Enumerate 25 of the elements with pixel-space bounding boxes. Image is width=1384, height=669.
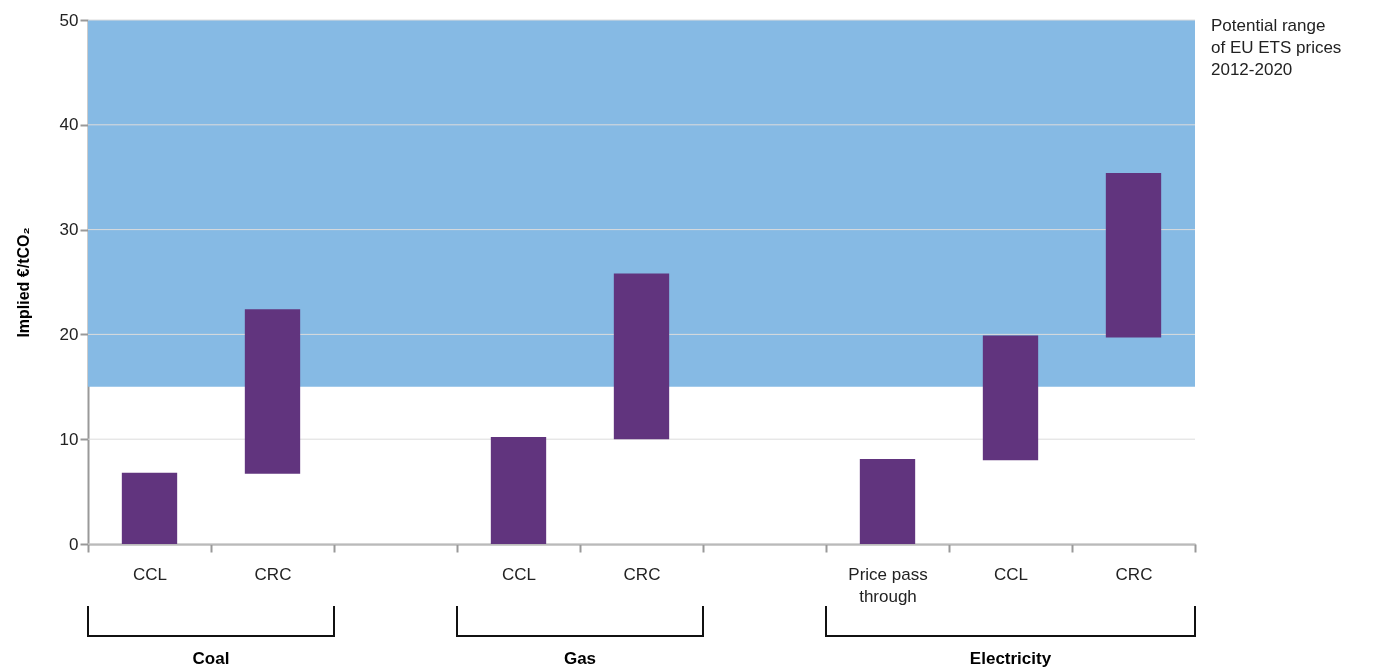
bar [1105,173,1162,338]
bar [244,309,301,474]
y-tick-label: 50 [59,10,79,30]
x-tick-label: CRC [1115,564,1153,584]
y-tick-label: 10 [59,429,79,449]
y-tick-label: 30 [59,220,79,240]
x-tick-label: Price pass through [848,564,928,606]
bar [982,335,1039,461]
x-tick-label: CCL [501,564,537,584]
x-tick-label: CRC [254,564,292,584]
text: Gas [563,649,597,668]
y-tick-label: 20 [59,324,79,344]
x-tick-label: CRC [623,564,661,584]
text: Electricity [969,649,1052,668]
bar [859,459,916,544]
bar [613,273,670,440]
text: Coal [192,649,230,668]
y-tick-label: 0 [69,534,79,554]
x-tick-label: CCL [132,564,168,584]
bar [490,437,547,544]
x-tick-label: CCL [993,564,1029,584]
bar [121,472,178,544]
y-axis-title: Implied €/tCO₂ [14,227,32,338]
band-label: Potential range of EU ETS prices 2012-2020 [1211,16,1342,79]
y-tick-label: 40 [59,115,79,135]
